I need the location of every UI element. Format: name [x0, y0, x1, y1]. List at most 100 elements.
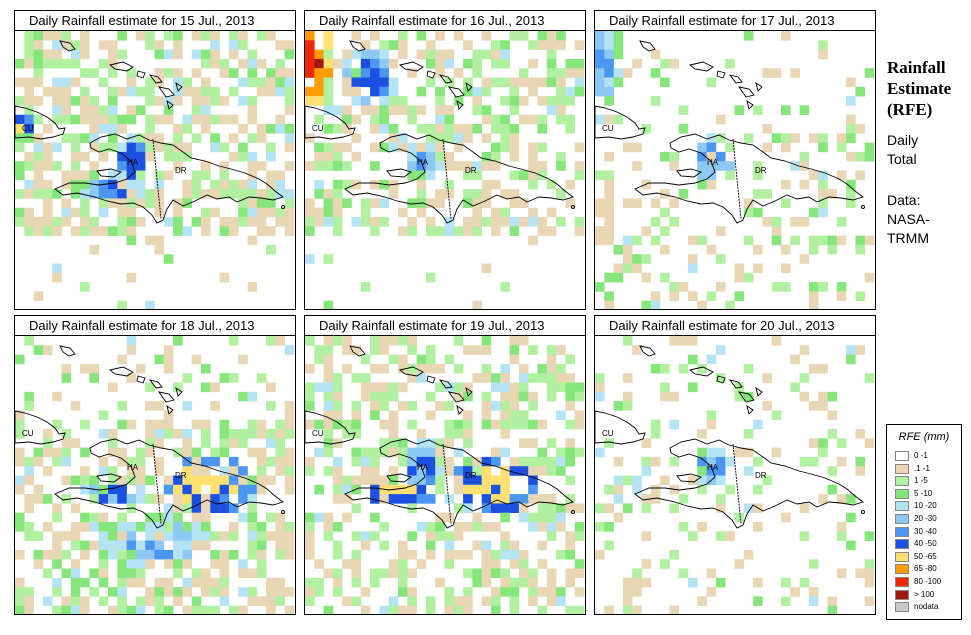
rainfall-cell [145, 475, 155, 486]
rainfall-cell [15, 484, 25, 495]
rainfall-cell [52, 512, 62, 523]
country-label: DR [175, 166, 187, 175]
rainfall-cell [52, 40, 62, 50]
rainfall-cell [275, 207, 285, 218]
rainfall-cell [305, 336, 315, 346]
rainfall-cell [537, 512, 548, 523]
rainfall-cell [24, 58, 34, 69]
rainfall-cell [762, 373, 772, 383]
rainfall-cell [24, 401, 34, 411]
rainfall-cell [33, 345, 44, 355]
rainfall-cell [191, 86, 202, 97]
rainfall-cell [52, 272, 62, 283]
rainfall-cell [370, 512, 380, 523]
rainfall-cell [332, 207, 343, 218]
rainfall-cell [98, 410, 109, 420]
rainfall-cell [89, 494, 99, 504]
rainfall-cell [556, 447, 566, 458]
rainfall-cell [305, 58, 315, 69]
rainfall-cell [117, 494, 127, 504]
legend-label: nodata [914, 602, 939, 612]
rainfall-cell [201, 217, 211, 227]
rainfall-cell [595, 522, 605, 532]
rainfall-cell [425, 124, 436, 134]
rainfall-cell [247, 531, 258, 541]
hispaniola-coastline [344, 438, 574, 529]
rainfall-cell [80, 198, 90, 208]
rainfall-cell [305, 40, 315, 50]
rainfall-cell [135, 456, 146, 467]
rainfall-cell [191, 179, 202, 190]
rainfall-cell [595, 391, 605, 402]
rainfall-cell [604, 189, 614, 199]
rainfall-cell [790, 382, 800, 393]
rainfall-cell [509, 77, 520, 88]
rainfall-cell [379, 494, 389, 504]
rainfall-cell [323, 354, 334, 365]
rainfall-cell [33, 549, 44, 560]
rainfall-cell [351, 151, 362, 162]
rainfall-cell [360, 198, 371, 208]
rainfall-cell [163, 363, 174, 374]
rainfall-cell [370, 494, 380, 504]
rainfall-cell [191, 484, 202, 495]
rainfall-cell [15, 189, 25, 199]
rainfall-cell [275, 40, 285, 50]
rainfall-cell [256, 198, 267, 208]
rainfall-cell [435, 382, 445, 393]
rainfall-cell [210, 484, 220, 495]
rainfall-cell [305, 254, 315, 264]
rainfall-cell [546, 58, 557, 69]
rainfall-cell [790, 217, 800, 227]
rainfall-cell [546, 68, 557, 78]
rainfall-cell [435, 363, 445, 374]
rainfall-cell [416, 522, 427, 532]
rainfall-cell [201, 438, 211, 448]
rainfall-cell [537, 31, 548, 41]
bahamas-islet-coastline [175, 81, 183, 92]
rainfall-cell [604, 77, 614, 88]
rainfall-cell [266, 151, 276, 162]
rainfall-cell [210, 31, 220, 41]
rainfall-cell [790, 587, 800, 597]
rainfall-cell [398, 438, 408, 448]
legend-swatch [895, 602, 909, 613]
rainfall-cell [360, 354, 371, 365]
rainfall-cell [24, 49, 34, 60]
rainfall-cell [70, 58, 81, 69]
rainfall-cell [407, 419, 417, 430]
rainfall-cell [247, 475, 258, 486]
rainfall-cell [360, 391, 371, 402]
rainfall-cell [855, 86, 865, 97]
rainfall-cell [574, 77, 585, 88]
rainfall-cell [135, 447, 146, 458]
rainfall-cell [154, 114, 165, 125]
rainfall-cell [407, 142, 417, 153]
rainfall-cell [228, 336, 239, 346]
rainfall-cell [275, 438, 285, 448]
island-coastline [861, 510, 865, 514]
rainfall-cell [52, 559, 62, 569]
rainfall-cell [556, 373, 566, 383]
rainfall-cell [613, 272, 624, 283]
rainfall-cell [546, 438, 557, 448]
rainfall-cell [641, 226, 652, 236]
rainfall-cell [706, 587, 717, 597]
rainfall-cell [135, 540, 146, 551]
legend-swatch [895, 577, 909, 587]
rainfall-cell [33, 133, 44, 143]
rainfall-cell [509, 540, 520, 551]
rainfall-cell [52, 217, 62, 227]
rainfall-cell [201, 577, 211, 588]
rainfall-cell [818, 235, 828, 246]
rainfall-cell [472, 456, 482, 467]
rainfall-cell [706, 447, 717, 458]
legend-item: > 100 [895, 589, 959, 601]
rainfall-cell [70, 605, 81, 614]
rainfall-cell [565, 577, 575, 588]
rainfall-cell [613, 77, 624, 88]
rainfall-cell [370, 577, 380, 588]
rainfall-cell [425, 447, 436, 458]
rainfall-cell [472, 86, 482, 97]
rainfall-cell [613, 114, 624, 125]
